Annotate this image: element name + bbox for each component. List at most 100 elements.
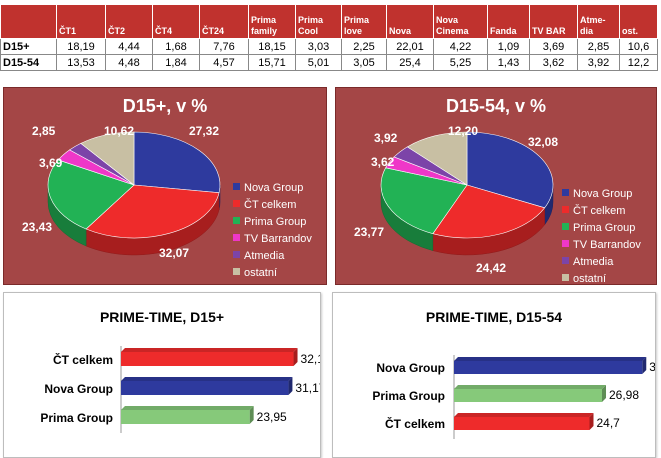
table-cell: 10,6: [619, 38, 658, 55]
bar-side: [293, 348, 298, 366]
legend-swatch: [233, 183, 240, 190]
legend-item: ostatní: [233, 265, 312, 282]
bar-value-label: 31,17: [295, 381, 320, 395]
legend-item: TV Barrandov: [233, 231, 312, 248]
bar-category-label: Prima Group: [372, 389, 445, 403]
table-cell: 5,01: [295, 54, 342, 71]
bar-svg: 32,12 ČT celkem 31,17 Nova Group 23,95 Prima …: [40, 346, 320, 433]
pie-value-label: 32,08: [528, 135, 558, 149]
bar-top: [454, 385, 607, 389]
row-label: D15-54: [0, 54, 57, 71]
bar-svg: 34,32 Nova Group 26,98 Prima Group 24,7 ČT ce…: [372, 355, 655, 439]
header-cell: Prima love: [341, 4, 387, 39]
header-cell: TV BAR: [529, 4, 578, 39]
pie-value-label: 2,85: [32, 124, 56, 138]
header-cell: Nova: [386, 4, 434, 39]
table-cell: 18,19: [56, 38, 106, 55]
chart-title: D15-54, v %: [445, 96, 547, 116]
legend-item: Nova Group: [562, 186, 641, 203]
pie-slice: [80, 131, 135, 186]
chart-title: PRIME-TIME, D15+: [99, 309, 225, 325]
bar-side: [642, 357, 647, 374]
chart-legend: Nova Group ČT celkem Prima Group TV Barrand…: [233, 180, 312, 282]
pie-slice: [380, 167, 468, 234]
legend-swatch: [562, 240, 569, 247]
header-cell: ost.: [619, 4, 658, 39]
pie-value-label: 23,77: [354, 225, 384, 239]
table-row: D15+ 18,19 4,44 1,68 7,76 18,15 3,03 2,2…: [0, 38, 658, 55]
table-cell: 1,43: [487, 54, 530, 71]
bar-category-label: Prima Group: [40, 411, 113, 425]
bar-chart-prime-time-d15plus: PRIME-TIME, D15+ 32,12 ČT celkem 31,17 Nova…: [3, 292, 321, 458]
pie-chart-d15-54: D15-54, v % 32,08 24,42 23,77 3,62 3,92 12,20…: [335, 87, 657, 285]
pie-svg: 32,08 24,42 23,77 3,62 3,92 12,20: [354, 124, 558, 275]
row-label: D15+: [0, 38, 57, 55]
legend-label: ostatní: [244, 267, 278, 279]
bar: [121, 352, 294, 366]
pie-value-label: 3,69: [39, 156, 63, 170]
bar-value-label: 24,7: [596, 416, 620, 430]
bar-side: [249, 406, 254, 424]
table-cell: 1,84: [152, 54, 200, 71]
table-cell: 4,48: [105, 54, 153, 71]
table-row: D15-54 13,53 4,48 1,84 4,57 15,71 5,01 3…: [0, 54, 658, 71]
legend-swatch: [562, 223, 569, 230]
chart-title: PRIME-TIME, D15-54: [425, 309, 563, 325]
header-cell: ČT2: [105, 4, 153, 39]
table-cell: 15,71: [248, 54, 296, 71]
bar: [454, 389, 603, 402]
header-cell: ČT24: [199, 4, 249, 39]
table-cell: 7,76: [199, 38, 249, 55]
bar-value-label: 26,98: [609, 388, 639, 402]
table-cell: 2,85: [577, 38, 620, 55]
legend-swatch: [233, 251, 240, 258]
bar-side: [288, 377, 293, 395]
bar-category-label: Nova Group: [376, 361, 445, 375]
table-cell: 4,44: [105, 38, 153, 55]
bar: [454, 361, 643, 374]
legend-swatch: [562, 206, 569, 213]
legend-label: Atmedia: [244, 250, 285, 262]
bar: [121, 410, 250, 424]
pie-value-label: 3,92: [374, 131, 398, 145]
table-cell: 13,53: [56, 54, 106, 71]
table-header-row: ČT1 ČT2 ČT4 ČT24 Prima family Prima Cool…: [0, 4, 658, 39]
bar-category-label: Nova Group: [44, 382, 113, 396]
bar-side: [589, 413, 594, 430]
table-cell: 4,22: [433, 38, 488, 55]
bar-value-label: 34,32: [649, 360, 655, 374]
table-cell: 1,68: [152, 38, 200, 55]
table-cell: 1,09: [487, 38, 530, 55]
pie-slice: [47, 159, 135, 230]
header-cell: [0, 4, 57, 39]
bar-side: [602, 385, 607, 402]
bar-category-label: ČT celkem: [53, 352, 113, 367]
legend-label: Atmedia: [573, 256, 614, 268]
header-cell: ČT1: [56, 4, 106, 39]
bar-chart-prime-time-d15-54: PRIME-TIME, D15-54 34,32 Nova Group 26,98 P…: [332, 292, 656, 458]
legend-label: Prima Group: [244, 216, 307, 228]
bar-top: [121, 348, 298, 352]
header-cell: Nova Cinema: [433, 4, 488, 39]
pie-value-label: 23,43: [22, 220, 52, 234]
legend-swatch: [233, 200, 240, 207]
legend-label: TV Barrandov: [244, 233, 312, 245]
pie-value-label: 32,07: [159, 246, 189, 260]
legend-swatch: [562, 257, 569, 264]
legend-swatch: [562, 274, 569, 281]
table-cell: 3,69: [529, 38, 578, 55]
pie-slice: [133, 131, 221, 194]
header-cell: Prima Cool: [295, 4, 342, 39]
legend-label: Prima Group: [573, 222, 636, 234]
bar-top: [121, 406, 254, 410]
table-cell: 3,03: [295, 38, 342, 55]
legend-label: Nova Group: [244, 182, 304, 194]
table-cell: 25,4: [386, 54, 434, 71]
legend-item: ostatní: [562, 271, 641, 288]
pie-chart-d15plus: D15+, v % 27,32 32,07 23,43 3,69 2,85 10,62 N…: [3, 87, 327, 285]
header-cell: Prima family: [248, 4, 296, 39]
legend-item: ČT celkem: [562, 203, 641, 220]
bar-value-label: 32,12: [301, 352, 320, 366]
legend-swatch: [233, 217, 240, 224]
table-cell: 5,25: [433, 54, 488, 71]
